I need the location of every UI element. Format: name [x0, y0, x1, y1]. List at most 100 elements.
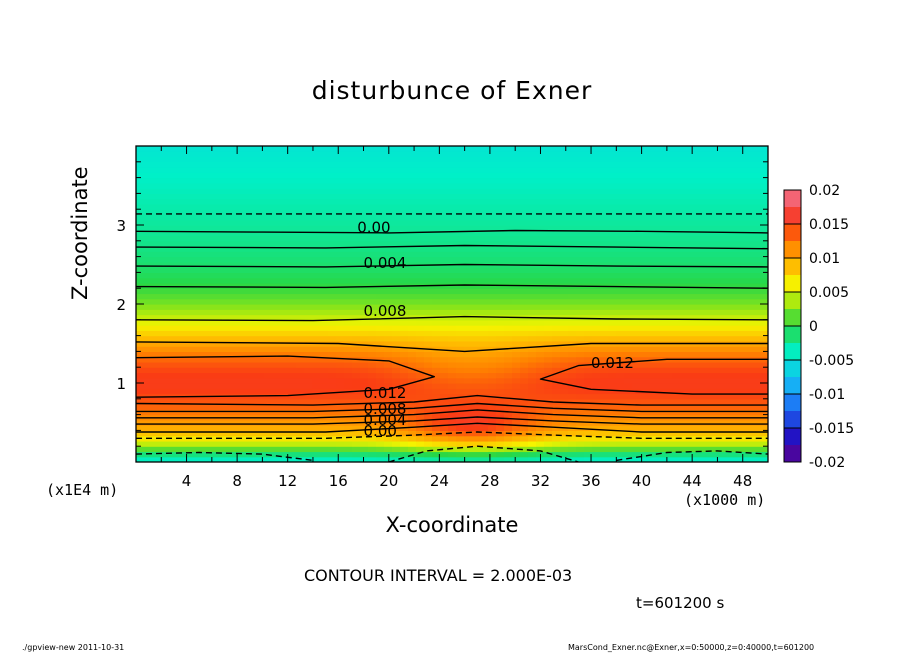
- heatmap-cell: [760, 182, 768, 189]
- heatmap-cell: [280, 219, 289, 226]
- heatmap-cell: [616, 230, 625, 237]
- heatmap-cell: [256, 398, 265, 405]
- heatmap-cell: [488, 146, 497, 152]
- heatmap-cell: [296, 383, 305, 389]
- heatmap-cell: [288, 393, 297, 400]
- heatmap-cell: [496, 172, 505, 179]
- heatmap-cell: [544, 393, 553, 400]
- heatmap-cell: [152, 214, 161, 221]
- heatmap-cell: [272, 398, 281, 405]
- heatmap-cell: [496, 167, 505, 173]
- heatmap-cell: [624, 256, 633, 263]
- heatmap-cell: [256, 151, 265, 158]
- heatmap-cell: [160, 288, 169, 295]
- heatmap-cell: [136, 398, 145, 405]
- heatmap-cell: [272, 314, 281, 321]
- heatmap-cell: [560, 182, 569, 189]
- heatmap-cell: [728, 361, 737, 368]
- heatmap-cell: [640, 230, 649, 237]
- heatmap-cell: [440, 219, 449, 226]
- heatmap-cell: [584, 372, 593, 379]
- heatmap-cell: [200, 182, 209, 189]
- heatmap-cell: [608, 414, 617, 421]
- heatmap-cell: [336, 246, 345, 252]
- heatmap-cell: [616, 167, 625, 173]
- contour-line: [136, 244, 768, 250]
- heatmap-cell: [216, 251, 225, 258]
- heatmap-cell: [440, 267, 449, 273]
- heatmap-cell: [344, 425, 353, 431]
- heatmap-cell: [672, 298, 681, 305]
- heatmap-cell: [312, 377, 321, 384]
- heatmap-cell: [344, 214, 353, 221]
- heatmap-cell: [248, 272, 257, 279]
- heatmap-cell: [688, 235, 697, 242]
- heatmap-cell: [160, 161, 169, 168]
- heatmap-cell: [216, 203, 225, 210]
- heatmap-cell: [328, 240, 337, 247]
- heatmap-cell: [496, 293, 505, 300]
- heatmap-cell: [712, 167, 721, 173]
- heatmap-cell: [592, 309, 601, 316]
- heatmap-cell: [392, 435, 401, 442]
- heatmap-cell: [408, 325, 417, 331]
- heatmap-cell: [384, 356, 393, 363]
- heatmap-cell: [224, 330, 233, 337]
- heatmap-cell: [288, 246, 297, 252]
- heatmap-cell: [328, 156, 337, 163]
- heatmap-cell: [632, 225, 641, 231]
- heatmap-cell: [536, 351, 545, 358]
- heatmap-cell: [648, 425, 657, 431]
- heatmap-cell: [760, 377, 768, 384]
- heatmap-cell: [496, 383, 505, 389]
- heatmap-cell: [632, 456, 641, 462]
- heatmap-cell: [472, 272, 481, 279]
- heatmap-cell: [392, 340, 401, 347]
- heatmap-cell: [312, 151, 321, 158]
- heatmap-cell: [304, 314, 313, 321]
- heatmap-cell: [744, 146, 753, 152]
- heatmap-cell: [160, 319, 169, 326]
- heatmap-cell: [200, 351, 209, 358]
- heatmap-cell: [424, 272, 433, 279]
- heatmap-cell: [320, 167, 329, 173]
- heatmap-cell: [512, 319, 521, 326]
- heatmap-cell: [688, 167, 697, 173]
- heatmap-cell: [384, 435, 393, 442]
- heatmap-cell: [760, 367, 768, 374]
- heatmap-cell: [496, 151, 505, 158]
- heatmap-cell: [264, 346, 273, 352]
- heatmap-cell: [352, 209, 361, 216]
- heatmap-cell: [728, 282, 737, 289]
- heatmap-cell: [248, 182, 257, 189]
- heatmap-cell: [680, 288, 689, 295]
- heatmap-cell: [384, 209, 393, 216]
- heatmap-cell: [512, 198, 521, 205]
- heatmap-cell: [368, 167, 377, 173]
- heatmap-cell: [592, 298, 601, 305]
- heatmap-cell: [568, 235, 577, 242]
- heatmap-cell: [384, 393, 393, 400]
- heatmap-cell: [600, 388, 609, 395]
- heatmap-cell: [744, 256, 753, 263]
- heatmap-cell: [360, 404, 369, 410]
- heatmap-cell: [568, 198, 577, 205]
- heatmap-cell: [552, 209, 561, 216]
- heatmap-cell: [192, 314, 201, 321]
- heatmap-cell: [544, 304, 553, 310]
- heatmap-cell: [152, 267, 161, 273]
- heatmap-cell: [728, 298, 737, 305]
- heatmap-cell: [320, 146, 329, 152]
- heatmap-cell: [256, 209, 265, 216]
- heatmap-cell: [352, 167, 361, 173]
- heatmap-cell: [320, 235, 329, 242]
- heatmap-cell: [144, 151, 153, 158]
- heatmap-cell: [632, 182, 641, 189]
- heatmap-cell: [760, 319, 768, 326]
- heatmap-cell: [168, 251, 177, 258]
- heatmap-cell: [688, 346, 697, 352]
- heatmap-cell: [536, 251, 545, 258]
- heatmap-cell: [504, 193, 513, 200]
- heatmap-cell: [192, 182, 201, 189]
- heatmap-cell: [264, 304, 273, 310]
